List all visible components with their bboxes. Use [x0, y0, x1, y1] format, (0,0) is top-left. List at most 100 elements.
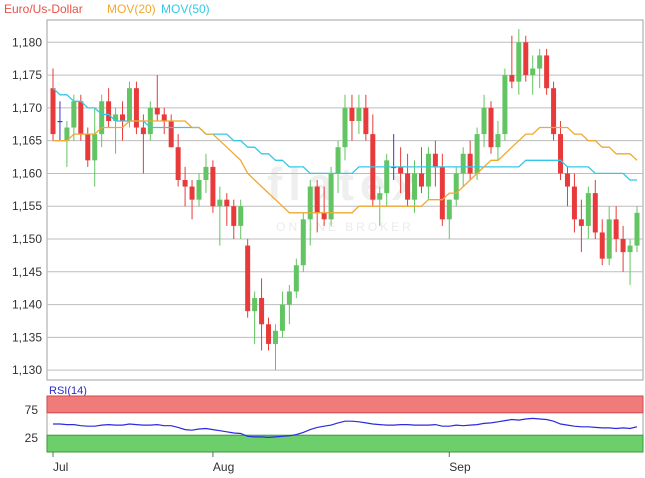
- mov50-line: [52, 87, 637, 181]
- candle-body: [523, 42, 529, 76]
- candle-body: [335, 147, 341, 174]
- candle-body: [259, 298, 265, 325]
- candle-body: [460, 153, 466, 174]
- candle-body: [245, 245, 251, 312]
- candle-body: [405, 173, 411, 200]
- main-plot-area: [46, 19, 644, 381]
- mov20-line: [53, 120, 638, 214]
- candle-body: [78, 101, 84, 135]
- candle-body: [113, 114, 119, 121]
- candle-body: [238, 206, 244, 226]
- legend-mov50: MOV(50): [161, 2, 210, 16]
- candle-body: [321, 212, 327, 220]
- candle-body: [189, 186, 195, 200]
- candle-body: [453, 173, 459, 200]
- candle-body: [64, 127, 70, 141]
- rsi-tick-label: 25: [25, 431, 39, 445]
- candle-body: [328, 173, 334, 220]
- candle-body: [439, 166, 445, 220]
- candle-body: [516, 42, 522, 82]
- candle-body: [57, 120, 63, 123]
- candle-body: [558, 134, 564, 174]
- candle-body: [99, 101, 105, 135]
- watermark-brand: flatex: [267, 158, 423, 210]
- candle-body: [384, 160, 390, 194]
- y-tick-label: 1,170: [12, 101, 42, 115]
- candle-body: [231, 206, 237, 226]
- candle-body: [307, 186, 313, 220]
- y-tick-label: 1,130: [12, 363, 42, 377]
- candle-body: [272, 330, 278, 344]
- candle-body: [126, 88, 132, 121]
- candle-body: [168, 120, 174, 148]
- candle-body: [266, 324, 272, 344]
- rsi-title: RSI(14): [49, 385, 87, 397]
- rsi-axis-labels: 25 75: [25, 403, 39, 445]
- candle-body: [599, 232, 605, 259]
- candle-body: [627, 245, 633, 253]
- candle-body: [488, 107, 494, 148]
- watermark-tagline: ONLINE BROKER: [276, 220, 414, 234]
- x-tick-label: Jul: [53, 460, 68, 474]
- candle-body: [564, 173, 570, 187]
- rsi-line: [53, 417, 638, 439]
- candle-body: [509, 75, 515, 82]
- y-tick-label: 1,180: [12, 35, 42, 49]
- candle-body: [71, 101, 77, 128]
- y-tick-label: 1,140: [12, 298, 42, 312]
- candle-body: [182, 180, 188, 187]
- y-axis-labels: 1,130 1,135 1,140 1,145 1,150 1,155 1,160 1,165…: [12, 35, 42, 377]
- candle-body: [432, 153, 438, 167]
- candle-body: [467, 153, 473, 174]
- candle-body: [537, 55, 543, 69]
- y-tick-label: 1,145: [12, 265, 42, 279]
- candle-body: [224, 199, 230, 207]
- y-tick-label: 1,165: [12, 134, 42, 148]
- candle-body: [578, 219, 584, 226]
- x-tick-label: Sep: [449, 460, 471, 474]
- candle-body: [613, 219, 619, 240]
- candle-body: [544, 55, 550, 89]
- candle-body: [154, 107, 160, 115]
- candles: [50, 29, 640, 371]
- candle-body: [210, 166, 216, 207]
- candle-body: [502, 75, 508, 135]
- rsi-overbought-band: [46, 395, 644, 414]
- x-axis: JulAugSepOkt: [52, 452, 471, 474]
- candle-body: [585, 193, 591, 226]
- candle-body: [349, 107, 355, 121]
- rsi-oversold-band: [46, 434, 644, 453]
- candle-body: [300, 219, 306, 266]
- candle-body: [551, 88, 557, 135]
- candle-body: [592, 193, 598, 233]
- candle-body: [286, 291, 292, 305]
- candle-body: [92, 134, 98, 161]
- candle-body: [133, 88, 139, 128]
- y-tick-label: 1,175: [12, 68, 42, 82]
- candle-body: [530, 68, 536, 76]
- x-tick-label: Aug: [213, 460, 234, 474]
- candle-body: [85, 134, 91, 161]
- y-tick-label: 1,160: [12, 166, 42, 180]
- candle-body: [356, 107, 362, 121]
- y-tick-label: 1,155: [12, 199, 42, 213]
- legend-mov20: MOV(20): [107, 2, 156, 16]
- legend-euro-usd: Euro/Us-Dollar: [4, 2, 83, 16]
- candle-body: [293, 265, 299, 292]
- candle-body: [446, 199, 452, 220]
- candle-body: [412, 173, 418, 200]
- candle-body: [495, 134, 501, 148]
- candle-body: [252, 298, 258, 312]
- rsi-tick-label: 75: [25, 403, 39, 417]
- candle-body: [175, 147, 181, 180]
- candle-body: [196, 180, 202, 200]
- candle-body: [425, 153, 431, 187]
- candle-body: [314, 186, 320, 213]
- candle-body: [161, 114, 167, 121]
- candle-body: [620, 239, 626, 253]
- candle-body: [279, 304, 285, 331]
- candle-body: [418, 173, 424, 187]
- candle-body: [140, 127, 146, 135]
- candle-body: [106, 101, 112, 121]
